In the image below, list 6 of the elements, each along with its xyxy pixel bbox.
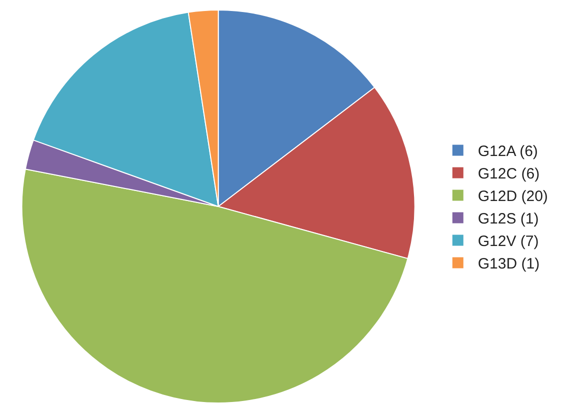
legend-label: G12S (1) <box>478 210 539 228</box>
legend-label: G12C (6) <box>478 166 540 183</box>
legend-label: G13D (1) <box>478 256 540 273</box>
legend-label: G12A (6) <box>478 143 538 160</box>
legend-label: G12D (20) <box>478 188 548 206</box>
legend-label: G12V (7) <box>478 233 539 250</box>
